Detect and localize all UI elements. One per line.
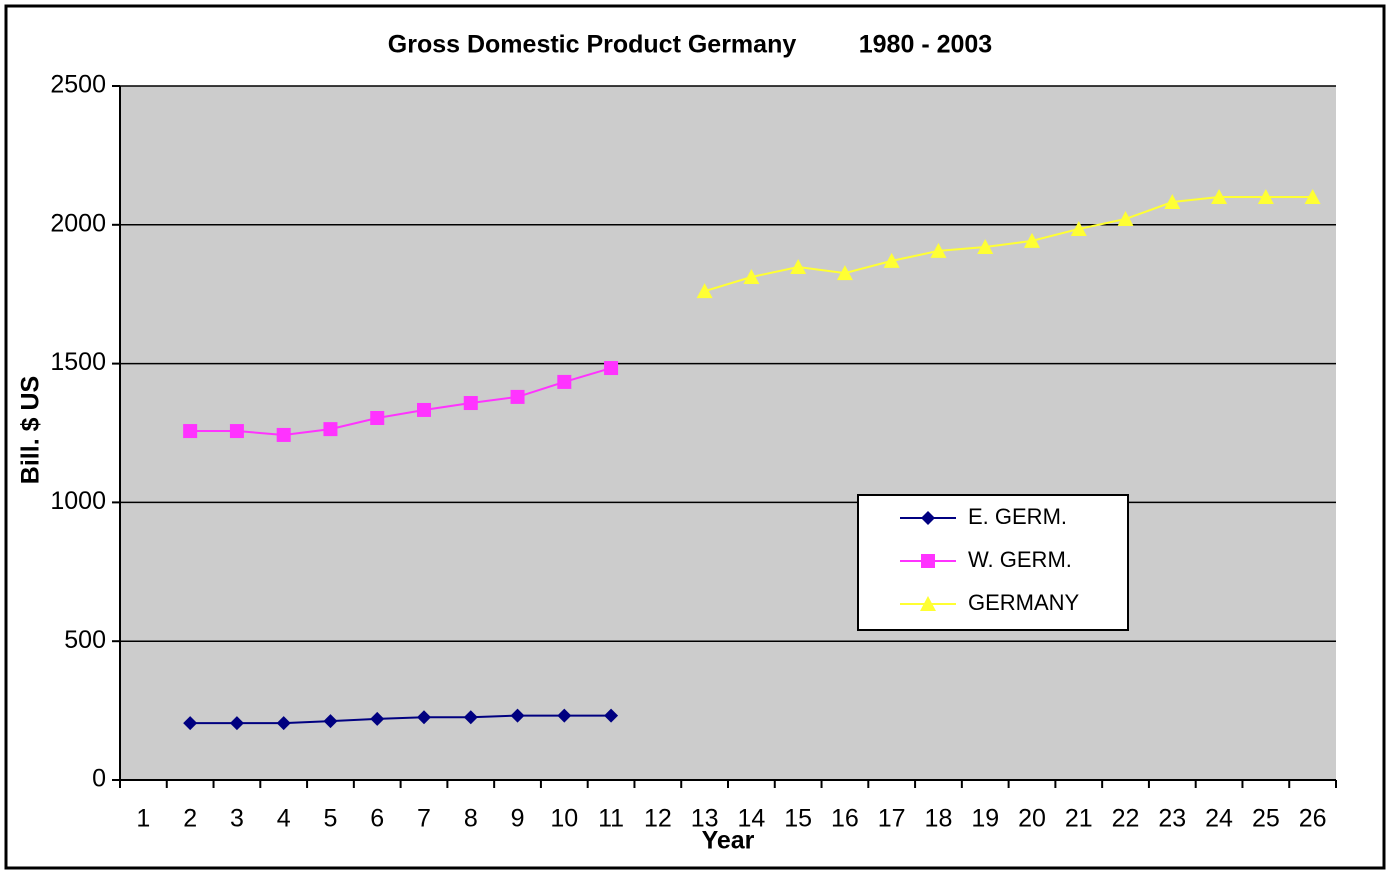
marker (557, 374, 572, 389)
legend-label: W. GERM. (968, 547, 1072, 572)
marker (604, 361, 619, 376)
plot-area (120, 86, 1336, 780)
marker (743, 268, 760, 284)
x-tick-label: 15 (784, 805, 812, 833)
marker (921, 554, 935, 568)
marker (557, 708, 572, 723)
marker (1070, 220, 1087, 236)
marker (229, 716, 244, 731)
marker (883, 252, 900, 268)
x-tick-label: 14 (737, 805, 765, 833)
series-line (190, 367, 612, 436)
x-tick-label: 16 (831, 805, 859, 833)
y-tick-label: 1500 (50, 348, 106, 376)
legend-label: GERMANY (968, 590, 1080, 615)
x-tick-label: 7 (417, 805, 431, 833)
x-tick-label: 9 (511, 805, 525, 833)
marker (276, 427, 291, 442)
marker (510, 389, 525, 404)
y-tick-label: 2500 (50, 71, 106, 99)
x-tick-label: 26 (1299, 805, 1327, 833)
x-tick-label: 8 (464, 805, 478, 833)
marker (1211, 189, 1228, 205)
x-tick-label: 21 (1065, 805, 1093, 833)
marker (417, 402, 431, 417)
x-tick-label: 5 (324, 805, 338, 833)
marker (370, 711, 385, 726)
legend-label: E. GERM. (968, 504, 1067, 529)
x-tick-label: 2 (183, 805, 197, 833)
chart-title: Gross Domestic Product Germany 1980 - 20… (388, 31, 992, 59)
marker (510, 708, 525, 723)
x-tick-label: 13 (691, 805, 719, 833)
x-tick-label: 4 (277, 805, 291, 833)
marker (463, 396, 478, 411)
marker (370, 411, 385, 426)
x-tick-label: 11 (598, 805, 624, 833)
marker (1304, 189, 1321, 205)
x-tick-label: 1 (136, 805, 150, 833)
marker (183, 424, 198, 439)
marker (921, 511, 935, 525)
x-tick-label: 17 (878, 805, 906, 833)
marker (1257, 189, 1274, 205)
marker (463, 710, 478, 725)
y-tick-label: 1000 (50, 487, 106, 515)
marker (977, 239, 994, 255)
marker (229, 424, 244, 439)
marker (323, 422, 338, 437)
y-tick-label: 500 (64, 626, 106, 654)
y-axis-label: Bill. $ US (17, 376, 45, 484)
x-tick-label: 24 (1205, 805, 1233, 833)
marker (183, 716, 198, 731)
marker (604, 708, 619, 723)
y-tick-label: 2000 (50, 209, 106, 237)
x-tick-label: 3 (230, 805, 244, 833)
x-tick-label: 10 (550, 805, 578, 833)
x-tick-label: 25 (1252, 805, 1280, 833)
marker (323, 714, 338, 729)
marker (276, 716, 291, 731)
series-line (190, 714, 612, 725)
x-tick-label: 22 (1112, 805, 1140, 833)
marker (790, 258, 807, 274)
marker (920, 596, 936, 611)
x-tick-label: 18 (925, 805, 953, 833)
marker (696, 283, 713, 299)
y-tick-label: 0 (92, 765, 106, 793)
x-tick-label: 6 (370, 805, 384, 833)
x-axis-label: Year (702, 827, 755, 855)
marker (417, 710, 431, 725)
x-tick-label: 20 (1018, 805, 1046, 833)
marker (836, 265, 853, 281)
series-line (704, 196, 1313, 293)
x-tick-label: 23 (1158, 805, 1186, 833)
x-tick-label: 12 (644, 805, 672, 833)
marker (1164, 194, 1181, 210)
marker (1024, 232, 1040, 248)
marker (1117, 210, 1134, 226)
marker (930, 242, 947, 258)
x-tick-label: 19 (971, 805, 999, 833)
